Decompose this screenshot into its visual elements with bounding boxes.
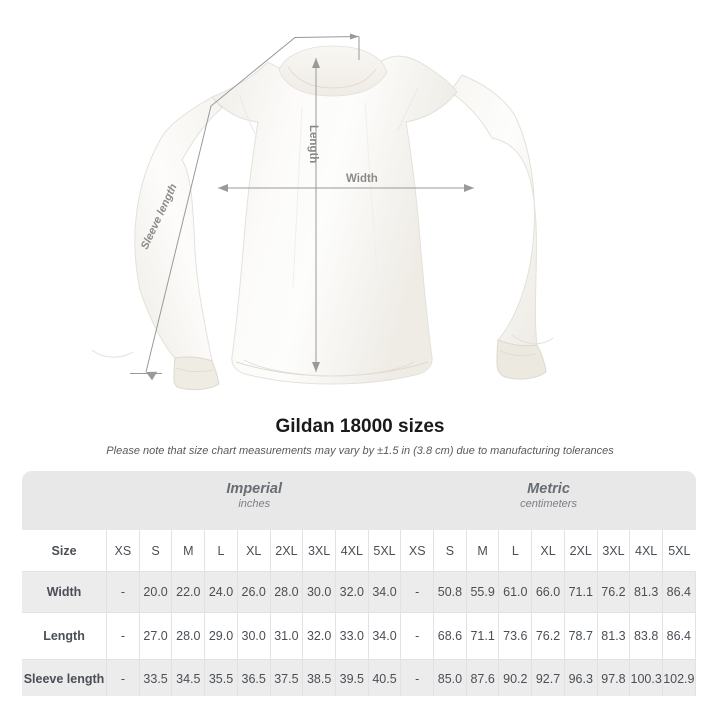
svg-text:Length: Length	[307, 125, 319, 163]
svg-text:Width: Width	[346, 173, 378, 185]
